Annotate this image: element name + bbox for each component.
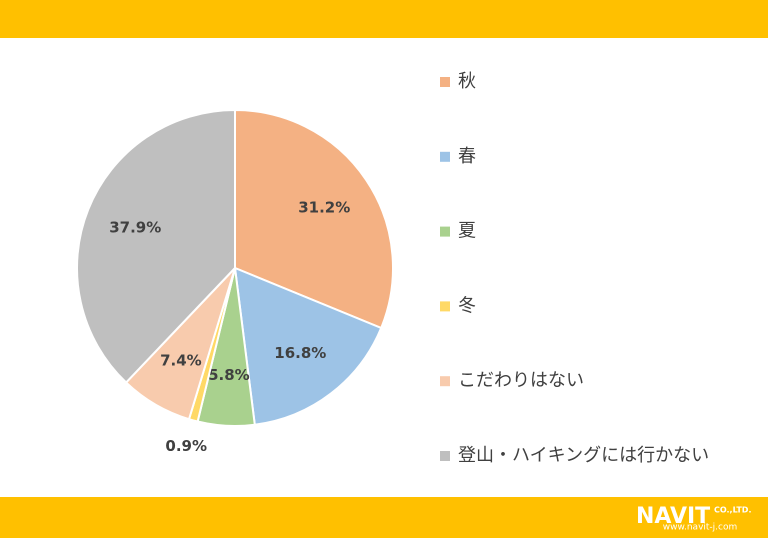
url: www.navit-j.com [663,523,738,533]
legend-swatch [440,77,450,87]
pie-slice [76,108,236,384]
company: CO.,LTD. [714,506,751,515]
legend-label: 秋 [458,71,476,92]
legend-swatch [440,376,450,387]
legend-swatch [440,226,450,237]
legend-swatch [440,451,450,461]
bottom-bar [0,497,768,538]
data-label: 7.4% [160,351,202,369]
legend-swatch [440,151,450,162]
legend-label: 冬 [458,295,476,316]
top-bar [0,0,768,38]
data-label: 31.2% [298,199,350,217]
legend-label: 登山・ハイキングには行かない [458,445,709,466]
data-label: 5.8% [208,366,250,384]
legend-swatch [440,301,450,312]
pie-slice [233,266,383,426]
data-label: 16.8% [274,344,326,362]
legend-label: 夏 [458,221,476,242]
logo: NAVIT [636,504,710,529]
data-label: 0.9% [165,437,207,455]
data-label: 37.9% [109,219,161,237]
legend-label: 春 [458,146,476,167]
legend-label: こだわりはない [458,370,584,391]
pie-slice [234,108,394,330]
